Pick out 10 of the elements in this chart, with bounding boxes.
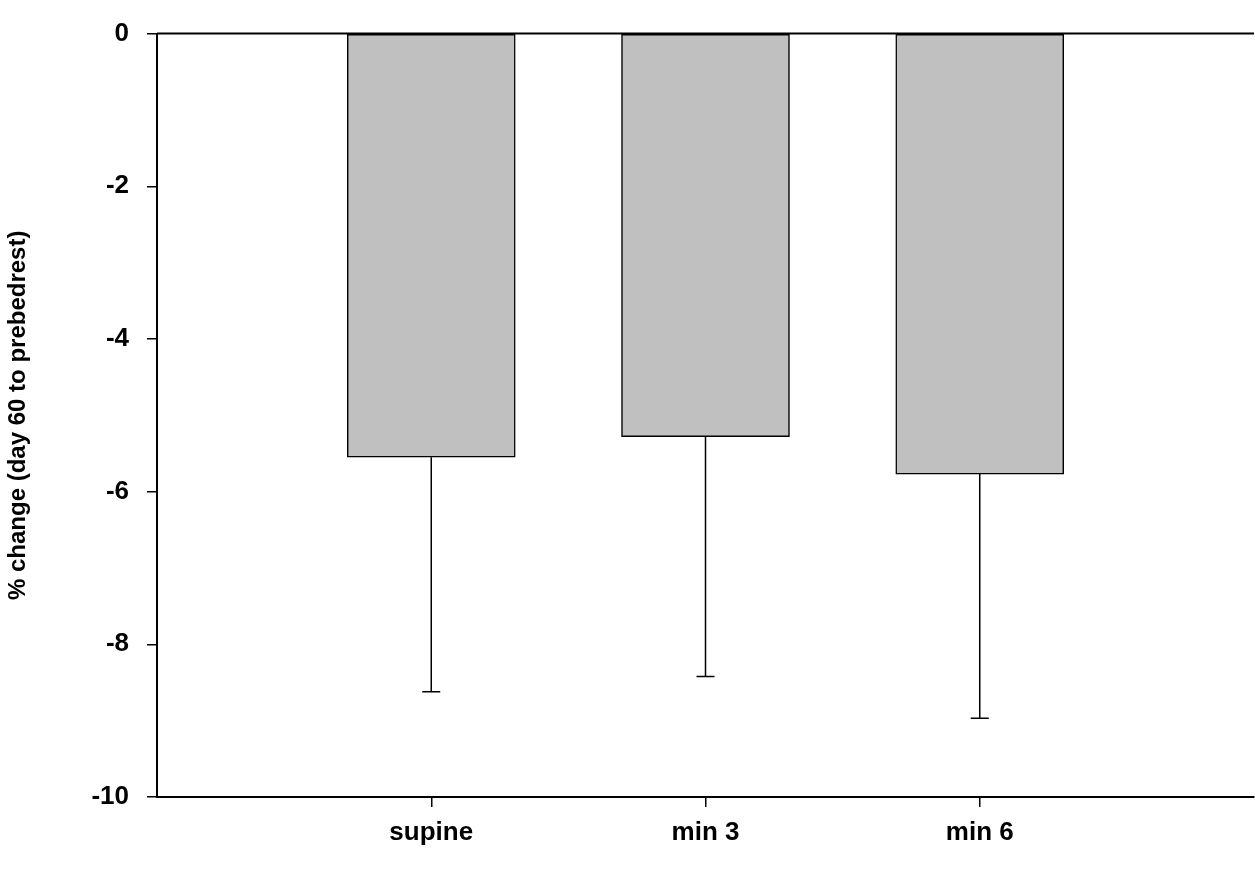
y-tick-label: 0 — [114, 16, 129, 47]
y-axis-title: % change (day 60 to prebedrest) — [3, 230, 31, 601]
x-tick-label: min 3 — [671, 815, 740, 846]
x-tick-label: supine — [389, 815, 474, 846]
y-tick-label: -6 — [105, 474, 129, 505]
y-tick-label: -4 — [105, 322, 130, 353]
x-tick-label: min 6 — [945, 815, 1014, 846]
y-tick-label: -2 — [105, 169, 129, 200]
y-tick-label: -10 — [91, 780, 129, 811]
y-tick-label: -8 — [105, 627, 129, 658]
